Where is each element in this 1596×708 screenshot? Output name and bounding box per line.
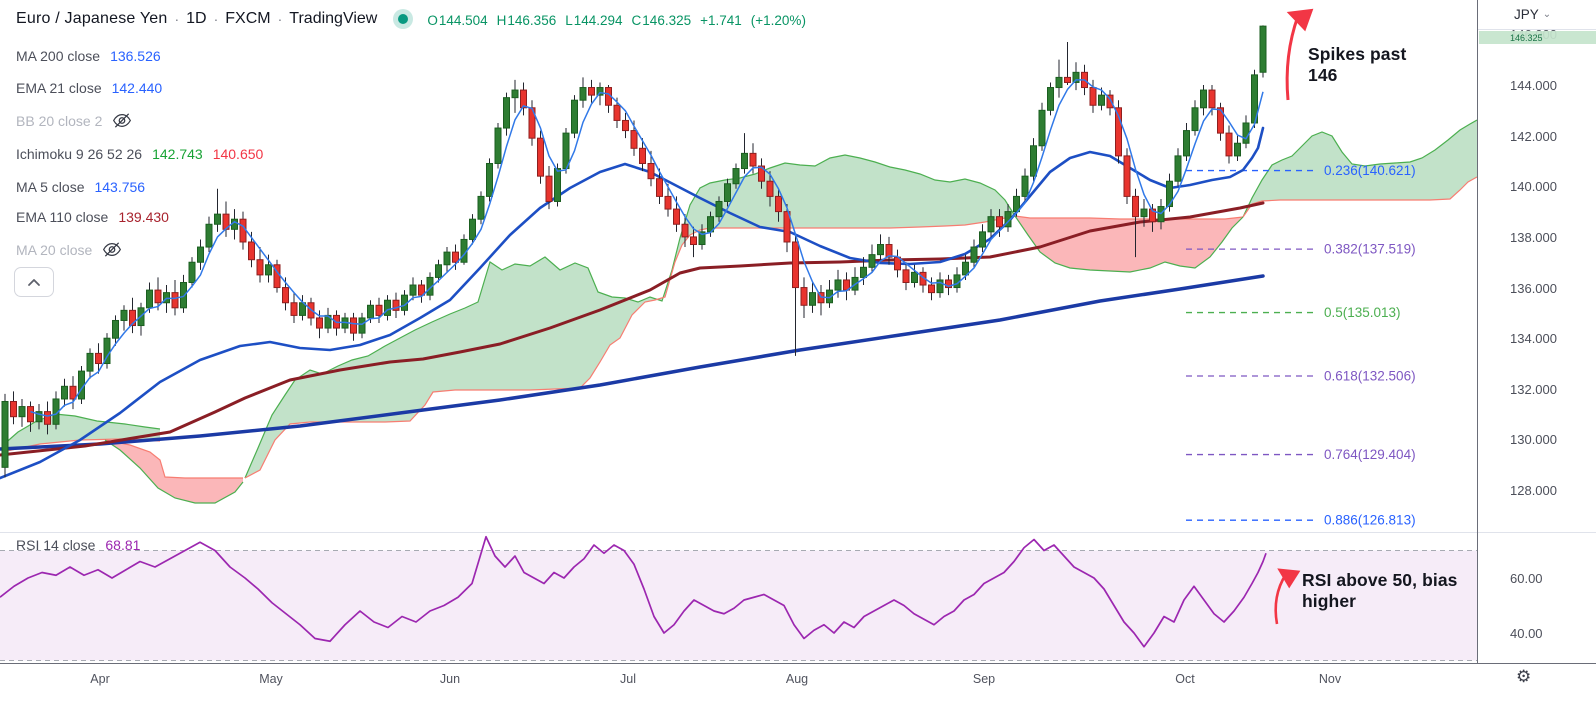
legend-value: 136.526 (110, 48, 161, 64)
overlay-ema-21 (0, 126, 1265, 480)
rsi-line (0, 535, 1267, 648)
annotation-spikes-past-146[interactable]: Spikes past 146 (1308, 44, 1407, 86)
last-price-tag: 146.325 (1479, 31, 1596, 44)
price-axis-label: 132.000 (1510, 381, 1557, 397)
visibility-off-icon[interactable] (102, 241, 122, 258)
rsi-axis-label: 60.00 (1510, 571, 1543, 586)
price-axis-label: 144.000 (1510, 78, 1557, 93)
legend-row-ma-5-close[interactable]: MA 5 close 143.756 (16, 179, 145, 195)
legend-label: BB 20 close 2 (16, 112, 103, 129)
legend-label: MA 20 close (16, 241, 93, 258)
ohlc-readout: O 144.504 H 146.356 L 144.294 C 146.325 +1.7… (427, 12, 806, 28)
rsi-legend-value: 68.81 (105, 537, 141, 553)
exchange-label: FXCM (225, 10, 271, 27)
month-label-aug: Aug (785, 672, 809, 686)
price-axis[interactable]: JPY ⌄ 146.000 146.325 144.000142.000140.… (1477, 0, 1596, 708)
legend-label: MA 5 close (16, 179, 85, 195)
price-axis-label: 140.000 (1510, 179, 1557, 195)
chevron-up-icon (28, 278, 40, 286)
legend-value: 142.743 (152, 146, 203, 162)
price-axis-label: 130.000 (1510, 432, 1557, 448)
annotation-rsi-above-50[interactable]: RSI above 50, bias higher (1302, 570, 1458, 612)
price-axis-label: 136.000 (1510, 280, 1557, 296)
month-label-oct: Oct (1175, 672, 1195, 686)
legend-label: EMA 21 close (16, 80, 102, 96)
legend-row-ema-110-close[interactable]: EMA 110 close 139.430 (16, 209, 169, 225)
separator-dot: · (213, 11, 219, 27)
market-status-icon[interactable] (393, 9, 414, 29)
rsi-legend-label: RSI 14 close (16, 537, 96, 553)
price-axis-label: 134.000 (1510, 331, 1557, 347)
legend-value: 140.650 (212, 146, 264, 162)
ichimoku-cloud-layer (1, 119, 1477, 504)
currency-dropdown[interactable]: JPY ⌄ (1514, 7, 1552, 22)
separator-dot: · (277, 11, 283, 27)
price-chart[interactable]: 0.236(140.621) 0.382(137.519) 0.5(135.013)… (0, 0, 1477, 663)
price-axis-label: 128.000 (1510, 483, 1557, 499)
month-label-may: May (259, 672, 283, 686)
time-axis[interactable]: Apr May Jun Jul Aug Sep Oct Nov ⚙ (0, 663, 1596, 708)
symbol-header[interactable]: Euro / Japanese Yen · 1D · FXCM · Tradin… (16, 9, 806, 29)
legend-label: EMA 110 close (16, 209, 109, 225)
legend-row-ma-200-close[interactable]: MA 200 close 136.526 (16, 48, 161, 64)
change-percent: (+1.20%) (750, 12, 806, 28)
overlay-ema-110 (0, 201, 1265, 457)
month-label-apr: Apr (90, 672, 110, 686)
fib-label: 0.764(129.404) (1324, 447, 1416, 462)
axis-separator (1478, 29, 1596, 30)
separator-dot: · (174, 11, 180, 27)
legend-row-ma-20-close[interactable]: MA 20 close (16, 241, 122, 258)
month-label-jul: Jul (620, 672, 636, 686)
fib-label: 0.382(137.519) (1324, 242, 1416, 257)
price-axis-label: 138.000 (1510, 229, 1557, 245)
fib-label: 0.5(135.013) (1324, 305, 1401, 320)
axis-separator (1478, 532, 1596, 533)
up-arrow-price[interactable] (1285, 8, 1314, 101)
month-label-sep: Sep (972, 672, 996, 686)
rsi-legend[interactable]: RSI 14 close 68.81 (16, 537, 140, 553)
up-arrow-rsi[interactable] (1274, 568, 1301, 625)
chevron-down-icon: ⌄ (1542, 9, 1552, 20)
fib-label: 0.886(126.813) (1324, 513, 1416, 528)
platform-label: TradingView (289, 10, 378, 27)
legend-label: Ichimoku 9 26 52 26 (16, 146, 143, 162)
settings-gear-icon[interactable]: ⚙ (1516, 667, 1532, 687)
fib-retracement[interactable]: 0.236(140.621) 0.382(137.519) 0.5(135.013)… (1186, 163, 1416, 528)
overlay-ma-200 (0, 274, 1265, 451)
legend-row-bb-20-close-2[interactable]: BB 20 close 2 (16, 112, 132, 129)
change-value: +1.741 (700, 12, 742, 28)
legend-row-ema-21-close[interactable]: EMA 21 close 142.440 (16, 80, 162, 96)
legend-value: 143.756 (94, 179, 146, 195)
interval-label[interactable]: 1D (186, 10, 207, 27)
legend-collapse-button[interactable] (14, 267, 54, 297)
month-label-jun: Jun (439, 672, 461, 686)
fib-label: 0.236(140.621) (1324, 163, 1416, 178)
month-label-nov: Nov (1318, 672, 1342, 686)
rsi-axis-label: 40.00 (1510, 626, 1543, 641)
price-axis-label: 142.000 (1510, 128, 1557, 144)
symbol-name[interactable]: Euro / Japanese Yen (16, 10, 168, 27)
legend-label: MA 200 close (16, 48, 101, 64)
legend-row-ichimoku-9-26-52-26[interactable]: Ichimoku 9 26 52 26 142.743 140.650 (16, 146, 263, 162)
legend-value: 139.430 (118, 209, 169, 225)
overlay-ma-5 (30, 79, 1264, 417)
visibility-off-icon[interactable] (112, 112, 132, 129)
legend-value: 142.440 (111, 80, 163, 96)
fib-label: 0.618(132.506) (1324, 369, 1416, 384)
